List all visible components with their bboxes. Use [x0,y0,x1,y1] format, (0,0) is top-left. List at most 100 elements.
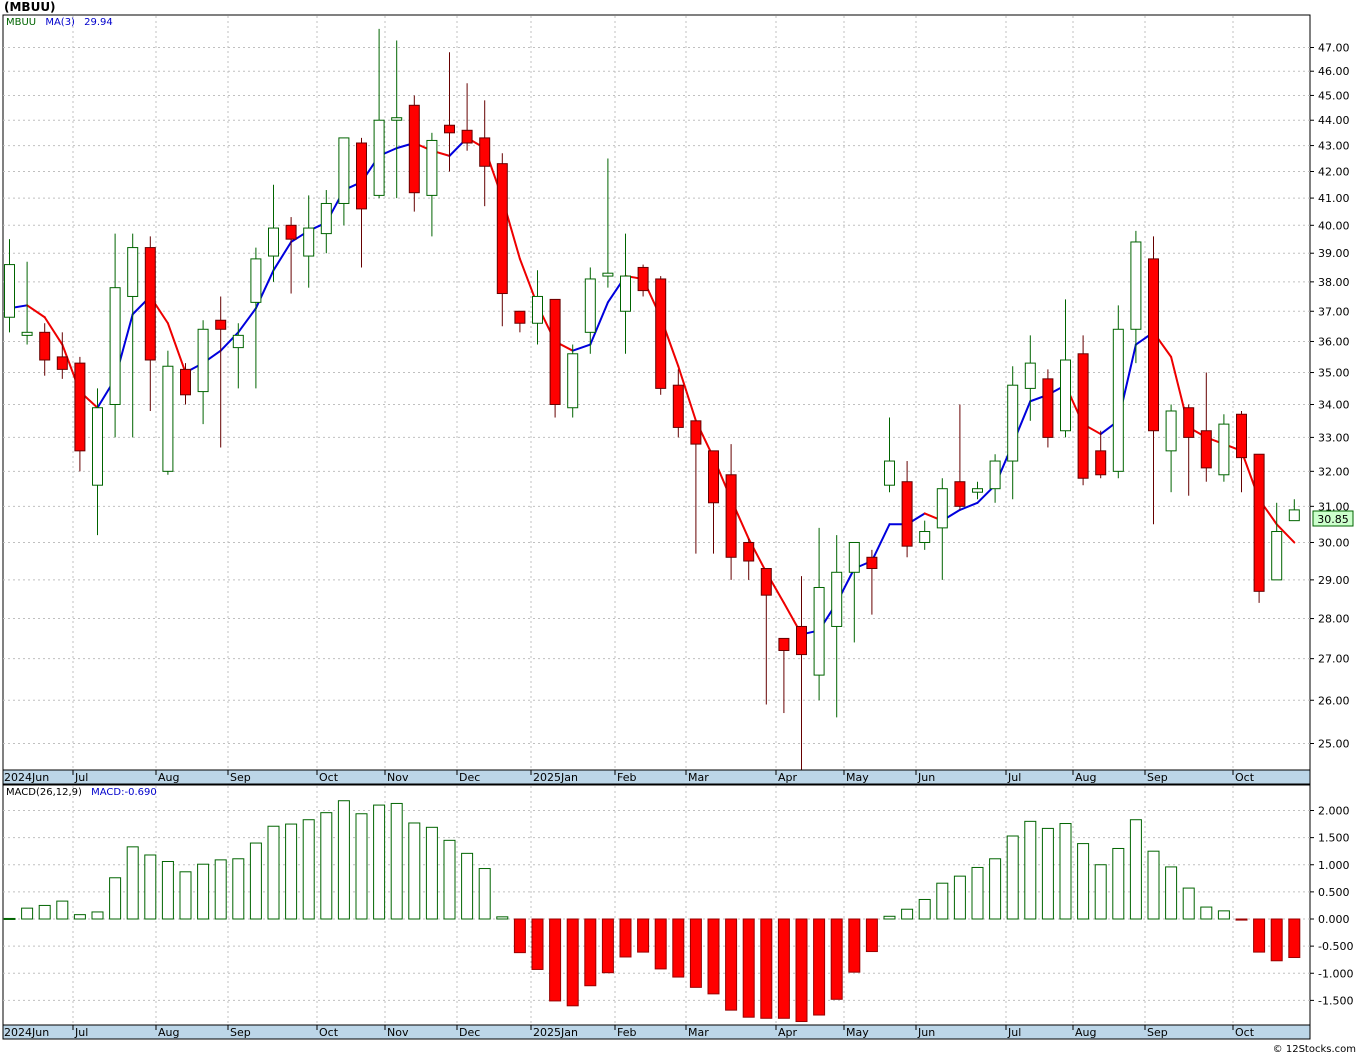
month-label: Jul [74,1026,88,1039]
month-label: Apr [778,771,798,784]
macd-bar [161,860,174,920]
candle-body [250,258,262,303]
candle [936,478,948,580]
candle [532,270,543,345]
candle-body [180,368,191,396]
macd-bar [478,868,491,920]
candle-body [514,310,526,324]
month-label: Mar [688,1026,709,1039]
candle [1024,335,1036,421]
price-tick-label: 39.00 [1318,247,1350,260]
macd-bar [707,918,720,995]
macd-bar [848,918,861,973]
candle [1077,335,1089,486]
legend-macd-value: MACD:-0.690 [91,787,157,798]
candle [672,369,684,438]
month-strip-bottom [2,1024,1311,1040]
macd-bar [355,813,368,920]
candle-body [1148,258,1159,432]
candle [426,132,438,237]
macd-bar [742,918,755,1018]
month-label: Sep [1147,771,1168,784]
candle-body [338,137,350,204]
candle [320,190,332,254]
candle [919,520,931,550]
macd-bar [672,918,685,978]
candle [1253,453,1265,603]
month-label: Sep [230,771,251,784]
candle [1288,499,1300,522]
candle [56,332,68,379]
last-price-box [1312,510,1354,527]
candle-body [778,637,790,652]
candle-body [1042,378,1054,438]
candle [901,461,913,558]
candle [584,267,596,354]
legend-symbol: MBUU [6,17,36,28]
candle [356,137,367,268]
candle-body [796,625,807,656]
candle [303,195,315,288]
price-tick-label: 40.00 [1318,219,1350,232]
macd-bar [214,859,227,920]
candle-body [743,541,755,562]
macd-bar [601,918,614,974]
macd-bar [1200,906,1213,920]
candle-body [620,275,631,312]
candle [1130,230,1142,364]
candle-body [532,295,543,324]
candle-body [109,287,121,405]
macd-bar [126,846,139,920]
candle-body [74,362,86,452]
candle-body [356,142,367,210]
month-label: 2024Jun [4,771,49,784]
candle-body [1130,241,1142,330]
candlestick-series [4,28,1300,771]
month-label: Nov [387,1026,409,1039]
candle-body [567,353,579,409]
month-label: Aug [1075,771,1096,784]
candle [637,264,649,297]
legend-ma-value: 29.94 [84,17,113,28]
macd-bar [285,823,298,920]
candle-body [637,266,649,292]
macd-tick-label: -1.000 [1318,967,1353,980]
candle [232,323,244,389]
macd-bar [760,918,773,1019]
candle-body [303,227,315,257]
macd-bar [813,918,826,1016]
price-tick-label: 29.00 [1318,574,1350,587]
macd-tick-label: -1.500 [1318,994,1353,1007]
month-label: Dec [459,1026,480,1039]
price-grid [3,16,1310,770]
price-tick-label: 35.00 [1318,367,1350,380]
macd-bar [3,917,16,920]
candle [1060,299,1071,438]
macd-bar [725,918,738,1011]
macd-bar [1129,819,1142,920]
month-label: Oct [1235,771,1255,784]
candle [1218,414,1230,482]
candle [391,40,403,199]
price-axis: 25.00 26.00 27.00 28.00 29.00 30.00 31.00 32.00… [1310,42,1350,751]
macd-bar [390,802,403,920]
candle-body [320,202,332,235]
price-tick-label: 31.00 [1318,500,1350,513]
macd-bar [197,863,210,920]
ma-segment [958,501,979,511]
candle [496,153,508,327]
candle-body [162,365,174,472]
candle-body [884,460,895,486]
candle [796,576,807,771]
macd-bar [249,842,262,920]
candle-body [232,334,244,349]
macd-tick-label: 1.500 [1318,832,1350,845]
candle-body [760,568,772,596]
candle-body [39,331,51,361]
price-tick-label: 27.00 [1318,653,1350,666]
candle [21,261,33,345]
macd-bar [425,826,438,920]
candle [250,247,262,389]
month-label: Jun [917,771,935,784]
macd-bar [1147,850,1160,920]
